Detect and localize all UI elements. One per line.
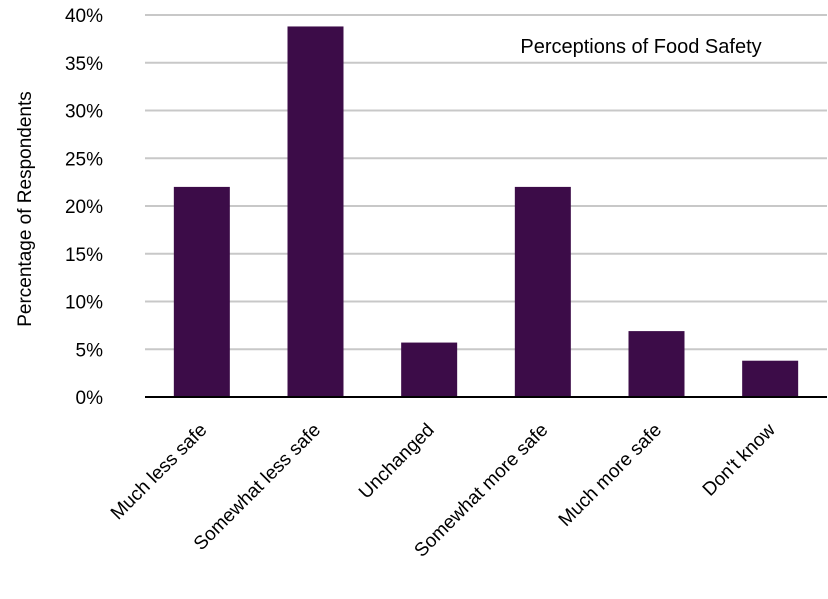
- y-tick-label: 30%: [65, 102, 103, 123]
- x-tick-label: Much more safe: [555, 420, 666, 531]
- y-tick-label: 20%: [65, 197, 103, 218]
- bar: [514, 186, 571, 397]
- x-tick-label: Don't know: [699, 419, 780, 500]
- x-tick-label: Somewhat less safe: [190, 420, 325, 555]
- bar: [401, 342, 458, 397]
- y-tick-label: 5%: [76, 340, 104, 361]
- y-tick-label: 25%: [65, 149, 103, 170]
- y-tick-label: 35%: [65, 54, 103, 75]
- bars: [173, 26, 799, 398]
- bar: [287, 26, 344, 398]
- x-tick-label: Much less safe: [107, 420, 211, 524]
- y-tick-label: 0%: [76, 388, 104, 409]
- y-tick-label: 15%: [65, 245, 103, 266]
- x-tick-label: Unchanged: [355, 420, 439, 504]
- gridlines: [145, 14, 827, 351]
- y-axis-title: Percentage of Respondents: [15, 91, 36, 327]
- bar: [628, 331, 685, 397]
- y-tick-label: 40%: [65, 6, 103, 27]
- y-tick-labels: 0% 5% 10% 15% 20% 25% 30% 35% 40%: [65, 6, 103, 409]
- chart-title: Perceptions of Food Safety: [520, 36, 761, 58]
- bar: [742, 360, 799, 397]
- y-tick-label: 10%: [65, 293, 103, 314]
- bar: [173, 186, 230, 397]
